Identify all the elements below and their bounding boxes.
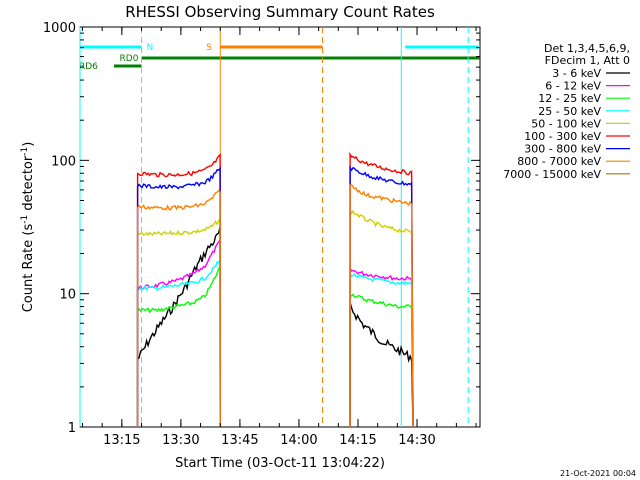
state-bar-label: RD0 bbox=[120, 54, 139, 64]
y-axis-label: Count Rate (s-1 detector-1) bbox=[20, 142, 36, 313]
series-group bbox=[136, 151, 414, 428]
y-tick-label: 1000 bbox=[43, 21, 76, 36]
legend-item-label: 50 - 100 keV bbox=[531, 117, 601, 130]
state-bar-label: N bbox=[147, 43, 154, 53]
legend-item-label: 6 - 12 keV bbox=[545, 80, 601, 93]
series-line bbox=[349, 184, 414, 428]
series-line bbox=[136, 258, 221, 428]
y-tick-label: 100 bbox=[51, 154, 76, 169]
series-line bbox=[136, 226, 221, 428]
x-tick-label: 14:15 bbox=[339, 433, 376, 448]
series-line bbox=[349, 265, 414, 428]
x-tick-label: 13:15 bbox=[103, 433, 140, 448]
series-line bbox=[136, 153, 221, 428]
axes-ticks: 13:15 13:30 13:45 14:00 14:15 14:30 1 10 100 1000 bbox=[43, 21, 480, 448]
legend-header: FDecim 1, Att 0 bbox=[545, 54, 630, 67]
chart-title: RHESSI Observing Summary Count Rates bbox=[125, 3, 435, 21]
y-tick-label: 10 bbox=[59, 288, 76, 303]
series-line bbox=[349, 151, 414, 428]
series-line bbox=[349, 164, 414, 428]
legend-item-label: 3 - 6 keV bbox=[552, 67, 601, 80]
vertical-markers bbox=[79, 27, 469, 427]
x-tick-label: 14:00 bbox=[280, 433, 317, 448]
state-bar-label: S bbox=[206, 43, 212, 53]
y-tick-label: 1 bbox=[68, 421, 76, 436]
series-line bbox=[136, 189, 221, 428]
legend-item-label: 100 - 300 keV bbox=[524, 130, 601, 143]
legend-item-label: 800 - 7000 keV bbox=[517, 155, 601, 168]
legend-item-label: 300 - 800 keV bbox=[524, 143, 601, 156]
footer-timestamp: 21-Oct-2021 00:04 bbox=[560, 469, 636, 478]
series-line bbox=[349, 209, 414, 428]
series-line bbox=[136, 166, 221, 428]
attenuator-bars: N S RD0 RD6 bbox=[79, 43, 480, 72]
legend-header: Det 1,3,4,5,6,9, bbox=[544, 42, 630, 55]
series-line bbox=[136, 238, 221, 428]
state-bar-label: RD6 bbox=[79, 62, 98, 72]
x-tick-label: 14:30 bbox=[398, 433, 435, 448]
x-tick-label: 13:45 bbox=[221, 433, 258, 448]
series-line bbox=[136, 218, 221, 428]
x-tick-label: 13:30 bbox=[162, 433, 199, 448]
series-line bbox=[349, 293, 414, 428]
series-line bbox=[136, 265, 221, 428]
legend-item-label: 25 - 50 keV bbox=[538, 105, 601, 118]
legend: Det 1,3,4,5,6,9,FDecim 1, Att 03 - 6 keV… bbox=[503, 42, 630, 181]
series-line bbox=[349, 302, 414, 428]
series-line bbox=[349, 272, 414, 428]
legend-item-label: 12 - 25 keV bbox=[538, 92, 601, 105]
x-axis-label: Start Time (03-Oct-11 13:04:22) bbox=[175, 456, 385, 471]
legend-item-label: 7000 - 15000 keV bbox=[503, 168, 601, 181]
plot-frame bbox=[79, 26, 481, 428]
